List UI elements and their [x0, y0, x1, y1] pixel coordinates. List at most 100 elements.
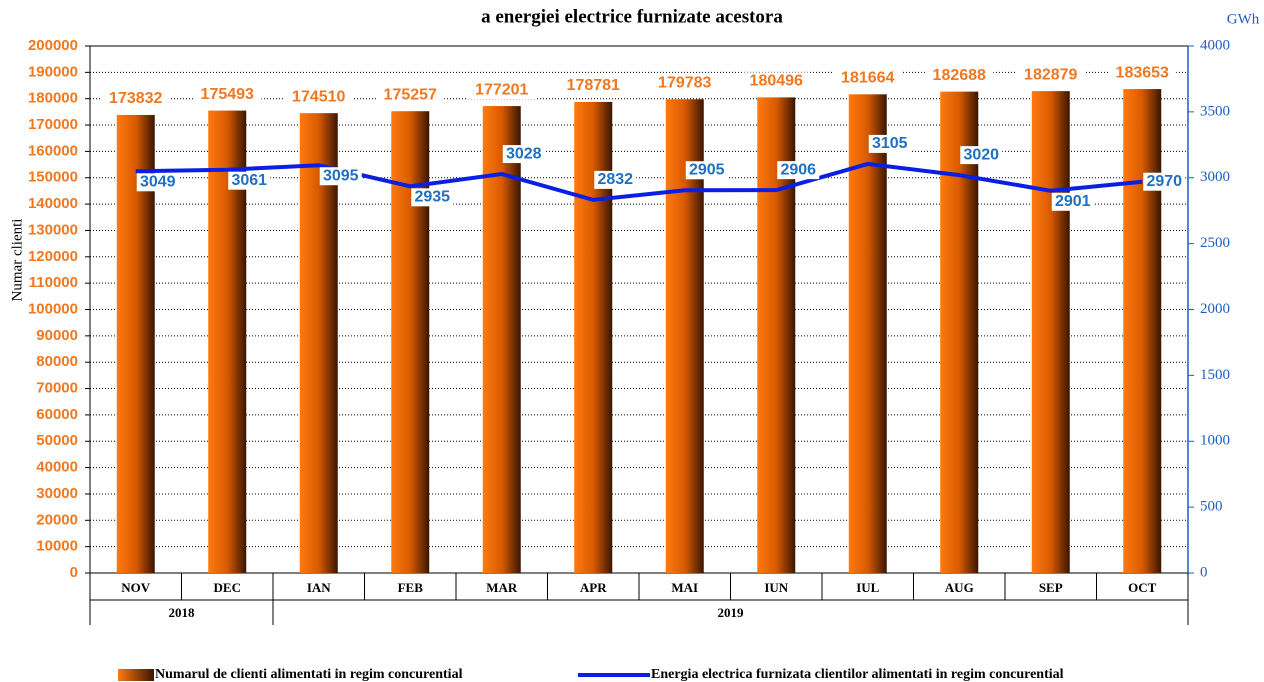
value-label: 178781 [567, 77, 620, 94]
x-tick-label: NOV [121, 580, 151, 595]
y-tick-label: 90000 [36, 327, 78, 344]
value-label-bg [284, 88, 353, 107]
value-label-bg [685, 161, 728, 180]
chart-title: a energiei electrice furnizate acestora [481, 6, 783, 27]
value-label: 180496 [750, 73, 803, 90]
value-label: 175493 [201, 86, 254, 103]
value-label: 3105 [872, 135, 908, 152]
y-tick-label: 50000 [36, 432, 78, 449]
x-tick-label: MAR [486, 580, 518, 595]
y2-tick-label: 1000 [1200, 433, 1230, 449]
y-tick-label: 100000 [28, 300, 78, 317]
x-tick-label: IUL [856, 580, 879, 595]
x-tick-label: FEB [398, 580, 424, 595]
value-label-bg [559, 76, 628, 95]
y2-unit: GWh [1227, 11, 1260, 27]
y-tick-label: 120000 [28, 248, 78, 265]
bar [482, 106, 521, 573]
bar [1123, 89, 1162, 574]
y2-tick-label: 500 [1200, 499, 1223, 515]
y-tick-label: 190000 [28, 63, 78, 80]
value-label: 3049 [140, 174, 176, 191]
x-tick-label: DEC [214, 580, 241, 595]
value-label: 2832 [597, 171, 633, 188]
value-label: 183653 [1116, 64, 1169, 81]
y-axis-label: Numar clienti [9, 219, 25, 302]
value-label: 182879 [1024, 66, 1077, 83]
value-label-bg [376, 86, 445, 105]
y-tick-label: 0 [70, 564, 78, 581]
value-label: 181664 [841, 70, 894, 87]
value-label: 173832 [109, 90, 162, 107]
value-label: 3061 [231, 172, 267, 189]
line [135, 161, 1143, 202]
y-tick-label: 130000 [28, 221, 78, 238]
legend-label: Numarul de clienti alimentati in regim c… [155, 667, 463, 682]
value-label: 3095 [323, 167, 359, 184]
value-label-bg [411, 188, 454, 207]
y-tick-label: 40000 [36, 459, 78, 476]
value-label-bg [319, 167, 362, 186]
y-tick-label: 200000 [28, 37, 78, 54]
y2-tick-label: 3000 [1200, 169, 1230, 185]
value-label-bg [833, 69, 902, 88]
value-label-bg [1143, 172, 1186, 191]
value-label: 174510 [292, 88, 345, 105]
value-label-bg [101, 89, 170, 108]
legend-swatch [118, 669, 154, 681]
value-label-bg [777, 161, 820, 180]
value-label-bg [925, 66, 994, 85]
x-tick-label: IAN [307, 580, 331, 595]
x-tick-label: OCT [1128, 580, 1157, 595]
y-tick-label: 10000 [36, 538, 78, 555]
value-label-bg [502, 145, 545, 164]
bar [1031, 91, 1070, 574]
y2-tick-label: 2000 [1200, 301, 1230, 317]
y-tick-label: 140000 [28, 195, 78, 212]
value-label-bg [650, 74, 719, 93]
y2-tick-label: 1500 [1200, 367, 1230, 383]
bar [299, 113, 338, 574]
x-tick-label: SEP [1039, 580, 1063, 595]
y-tick-label: 110000 [29, 274, 78, 291]
value-label: 2906 [780, 161, 816, 178]
y-tick-label: 150000 [28, 169, 78, 186]
value-label: 2970 [1146, 173, 1182, 190]
value-label-bg [1108, 64, 1177, 83]
value-label-bg [960, 146, 1003, 165]
y-tick-label: 170000 [28, 116, 78, 133]
y2-tick-label: 0 [1200, 564, 1208, 580]
x-tick-label: AUG [945, 580, 974, 595]
year-label: 2018 [169, 605, 196, 620]
value-label: 3020 [963, 146, 999, 163]
value-label: 182688 [933, 67, 986, 84]
value-label: 2935 [414, 189, 450, 206]
value-label: 179783 [658, 74, 711, 91]
value-label: 3028 [506, 145, 542, 162]
value-label-bg [868, 134, 911, 153]
y-tick-label: 80000 [36, 353, 78, 370]
y-tick-label: 20000 [36, 511, 78, 528]
value-label-bg [228, 171, 271, 190]
value-label: 175257 [384, 86, 437, 103]
value-label: 177201 [475, 81, 528, 98]
y-tick-label: 160000 [28, 142, 78, 159]
bar [848, 94, 887, 573]
value-label-bg [594, 170, 637, 189]
value-label-bg [136, 173, 179, 192]
x-tick-label: IUN [764, 580, 788, 595]
year-label: 2019 [718, 605, 745, 620]
y-tick-label: 60000 [36, 406, 78, 423]
value-label-bg [193, 85, 262, 104]
value-label-bg [467, 81, 536, 100]
y2-tick-label: 4000 [1200, 37, 1230, 53]
x-tick-label: APR [580, 580, 607, 595]
bar [391, 111, 430, 573]
legend-label: Energia electrica furnizata clientilor a… [651, 667, 1064, 682]
x-tick-label: MAI [671, 580, 698, 595]
value-label: 2901 [1055, 193, 1091, 210]
y2-tick-label: 2500 [1200, 235, 1230, 251]
y2-tick-label: 3500 [1200, 103, 1230, 119]
y-tick-label: 30000 [36, 485, 78, 502]
